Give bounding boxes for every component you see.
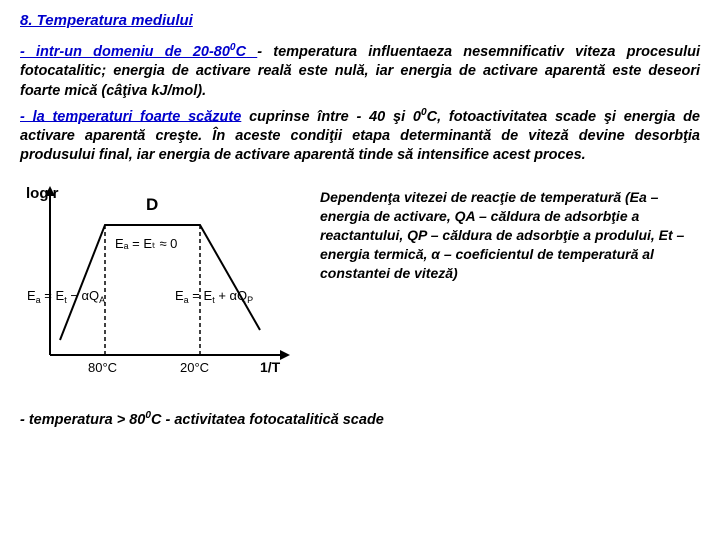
figure-caption: Dependenţa vitezei de reacţie de tempera… [300, 180, 700, 282]
para1-lead: - intr-un domeniu de 20-80 [20, 44, 230, 60]
footer-note: - temperatura > 800C - activitatea fotoc… [20, 410, 700, 428]
para1-highlight: - intr-un domeniu de 20-800C [20, 44, 257, 60]
x-tick-20c: 20°C [180, 360, 209, 375]
para1-unit: C [236, 44, 246, 60]
arrhenius-chart: log r D Eₐ = Eₜ ≈ 0 Ea = Et − αQA Ea = E… [20, 180, 300, 390]
region-d-label: D [146, 195, 158, 214]
figure-row: log r D Eₐ = Eₜ ≈ 0 Ea = Et − αQA Ea = E… [20, 180, 700, 390]
footer-a: - temperatura > 80 [20, 412, 145, 428]
section-title: 8. Temperatura mediului [20, 12, 700, 29]
eq-right: Ea = Et + αQP [175, 288, 253, 305]
y-axis-label: log r [26, 185, 59, 202]
x-axis-label: 1/T [260, 359, 281, 375]
eq-left: Eₐ = Eₜ ≈ 0 [115, 236, 177, 251]
para2-highlight: - la temperaturi foarte scăzute [20, 108, 241, 124]
para2-rest-a: cuprinse între - 40 şi 0 [241, 108, 421, 124]
paragraph-1: - intr-un domeniu de 20-800C - temperatu… [20, 41, 700, 102]
paragraph-2: - la temperaturi foarte scăzute cuprinse… [20, 106, 700, 167]
footer-b: C - activitatea fotocatalitică scade [151, 412, 384, 428]
x-tick-80c: 80°C [88, 360, 117, 375]
eq-mid: Ea = Et − αQA [27, 288, 105, 305]
